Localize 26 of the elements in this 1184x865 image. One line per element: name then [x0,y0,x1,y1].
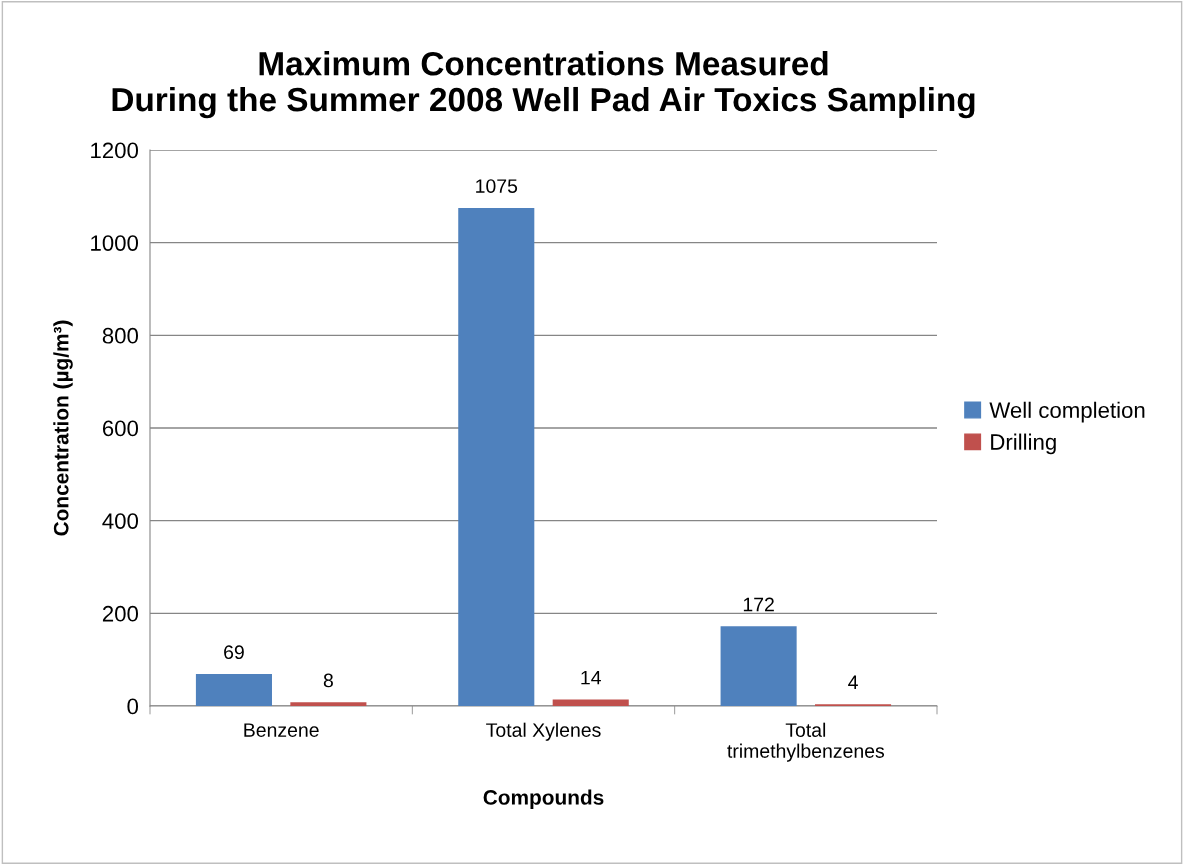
bar [458,207,535,706]
legend-label: Drilling [991,433,1056,455]
data-label: 69 [224,645,244,660]
legend-label: Well completion [989,401,1145,423]
y-tick-label: 400 [102,513,139,529]
x-tick-label: Total Xylenes [486,722,601,741]
data-label: 14 [581,670,601,685]
data-label: 1075 [476,179,518,193]
bar [720,626,797,706]
x-tick-label: Total trimethylbenzenes [727,722,885,762]
y-tick-label: 0 [127,698,139,715]
x-axis-title: Compounds [483,789,604,809]
y-axis-title: Concentration (µg/m³) [53,320,73,536]
y-tick-label: 200 [102,605,139,622]
bar [552,699,629,706]
y-tick-label: 1200 [91,142,139,159]
data-label: 8 [323,673,333,688]
y-tick-label: 800 [102,327,139,344]
bar [195,674,272,706]
data-label: 4 [848,675,858,689]
bar [290,702,367,706]
data-label: 172 [743,597,774,612]
y-tick-label: 600 [102,420,139,437]
y-tick-label: 1000 [91,235,139,251]
x-tick-label: Benzene [244,723,319,737]
chart-title: Maximum Concentrations Measured During the Summer 2008 Well Pad Air Toxics Sampling [112,51,975,119]
